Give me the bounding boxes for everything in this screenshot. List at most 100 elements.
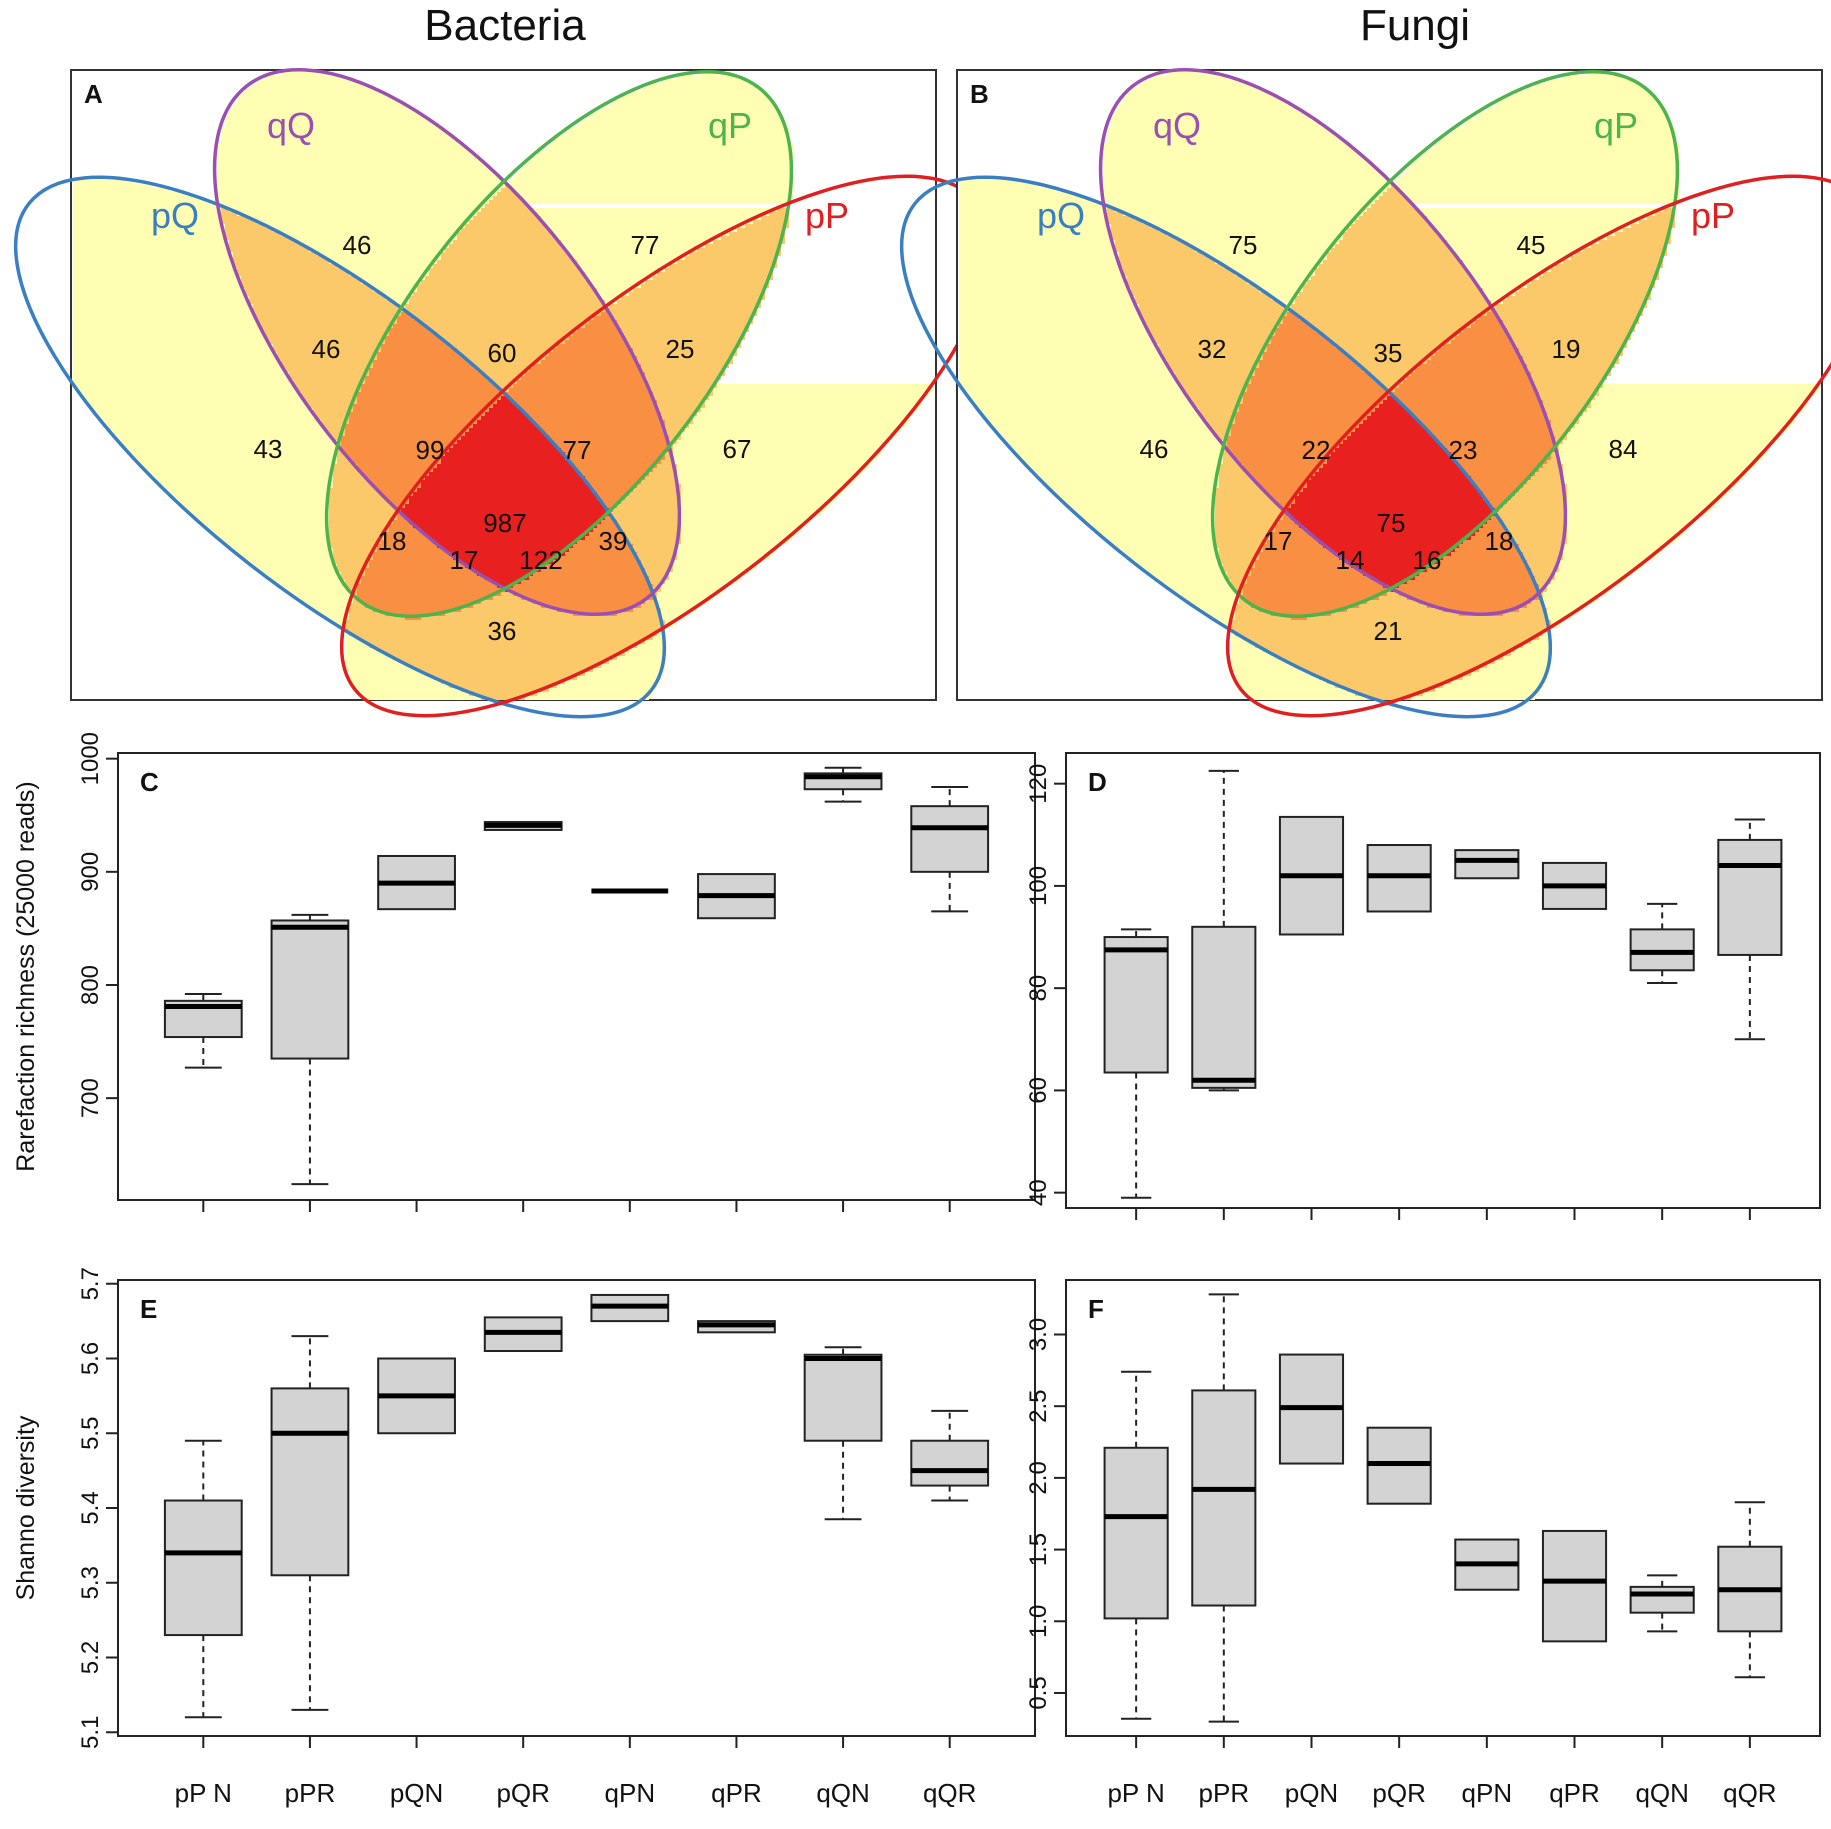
venn-region-fill (461, 352, 549, 356)
venn-region-fill (541, 360, 637, 364)
venn-region-fill (1231, 660, 1287, 664)
x-tick-label: qPR (711, 1778, 762, 1808)
venn-region-fill (1279, 656, 1503, 660)
venn-region-fill (1503, 504, 1567, 508)
venn-region-fill (73, 316, 257, 320)
venn-region-fill (501, 396, 509, 400)
venn-region-fill (425, 672, 585, 676)
venn-region-fill (1255, 368, 1363, 372)
box-iqr (270, 1387, 350, 1577)
venn-region-fill (609, 308, 757, 312)
venn-region-fill (959, 252, 1119, 256)
venn-region-fill (73, 344, 273, 348)
venn-region-fill (1303, 668, 1479, 672)
venn-region-fill (1239, 408, 1375, 412)
venn-region-fill (289, 376, 365, 380)
venn-region-fill (1563, 480, 1739, 484)
venn-region-fill (1463, 124, 1671, 128)
venn-region-fill (577, 328, 621, 332)
venn-region-fill (1107, 204, 1371, 208)
venn-region-fill (465, 224, 545, 228)
panel-letter: D (1088, 767, 1107, 797)
venn-region-fill (1567, 532, 1683, 536)
venn-region-fill (1439, 560, 1527, 564)
venn-region-fill (509, 180, 793, 184)
venn-region-fill (581, 120, 785, 124)
venn-region-fill (73, 184, 153, 188)
venn-region-fill (241, 276, 357, 280)
venn-region-fill (1067, 504, 1215, 508)
venn-region-fill (409, 312, 601, 316)
venn-region-fill (341, 444, 453, 448)
venn-region-label: 21 (1374, 616, 1403, 646)
box-iqr (1103, 936, 1169, 1074)
venn-region-fill (1567, 508, 1711, 512)
venn-region-fill (245, 88, 377, 92)
venn-region-fill (1443, 556, 1523, 560)
venn-region-fill (1663, 208, 1675, 212)
venn-region-fill (1519, 288, 1651, 292)
venn-region-fill (1215, 536, 1271, 540)
venn-region-fill (1491, 516, 1499, 520)
venn-region-fill (373, 608, 461, 612)
x-tick-label: qQN (1635, 1778, 1688, 1808)
venn-region-fill (1159, 228, 1347, 232)
venn-region-fill (1563, 76, 1623, 80)
venn-region-fill (1247, 600, 1367, 604)
venn-region-fill (329, 540, 381, 544)
venn-region-fill (1235, 672, 1311, 676)
venn-region-fill (705, 400, 921, 404)
venn-region-fill (1315, 536, 1471, 540)
y-tick-label: 700 (77, 1078, 104, 1118)
venn-region-fill (425, 324, 585, 328)
venn-region-fill (305, 604, 349, 608)
venn-region-fill (1415, 416, 1547, 420)
venn-region-fill (1583, 248, 1667, 252)
venn-region-fill (1451, 552, 1523, 556)
venn-region-fill (1439, 232, 1615, 236)
venn-region-fill (593, 284, 641, 288)
venn-region-fill (1231, 580, 1247, 584)
venn-region-fill (1015, 452, 1223, 456)
venn-region-fill (1135, 296, 1271, 300)
venn-region-fill (1579, 416, 1795, 420)
venn-region-fill (325, 256, 441, 260)
venn-region-fill (341, 572, 365, 576)
venn-region-fill (1511, 652, 1551, 656)
venn-region-fill (625, 536, 681, 540)
venn-region-fill (959, 344, 1159, 348)
venn-region-fill (1107, 212, 1123, 216)
y-tick-label: 60 (1025, 1077, 1052, 1104)
venn-region-fill (513, 584, 653, 588)
venn-region-fill (701, 72, 717, 76)
venn-region-fill (1059, 496, 1215, 500)
venn-region-fill (693, 416, 909, 420)
venn-region-fill (1487, 500, 1507, 504)
venn-region-fill (369, 644, 637, 648)
venn-region-fill (641, 480, 677, 484)
venn-region-fill (1287, 512, 1495, 516)
venn-region-fill (569, 336, 625, 340)
venn-region-fill (73, 260, 233, 264)
venn-region-fill (665, 420, 693, 424)
venn-region-fill (1443, 344, 1515, 348)
venn-region-fill (959, 328, 1147, 332)
venn-region-fill (401, 312, 409, 316)
venn-region-fill (1543, 404, 1591, 408)
venn-region-fill (429, 472, 581, 476)
venn-region-fill (1175, 592, 1239, 596)
venn-region-fill (413, 492, 597, 496)
box-pPN (163, 1439, 243, 1719)
venn-region-fill (573, 256, 685, 260)
venn-region-fill (1307, 528, 1479, 532)
venn-ellipse-qQ (212, 68, 682, 616)
venn-region-label: 122 (519, 545, 562, 575)
venn-region-fill (85, 396, 301, 400)
venn-region-fill (601, 500, 621, 504)
venn-region-fill (289, 372, 369, 376)
venn-region-label: 987 (483, 508, 526, 538)
venn-region-fill (1223, 448, 1227, 452)
venn-region-fill (1295, 520, 1487, 524)
venn-region-fill (1279, 324, 1311, 328)
